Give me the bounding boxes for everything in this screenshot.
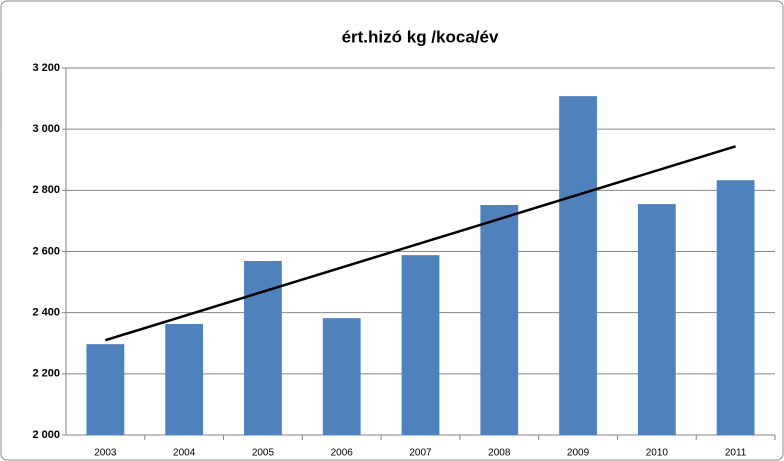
- bar: [401, 255, 440, 435]
- x-tick-label: 2008: [488, 448, 511, 459]
- y-tick-label: 2 600: [32, 245, 60, 257]
- y-tick-label: 2 800: [32, 184, 60, 196]
- bar: [86, 344, 125, 435]
- x-tick-label: 2011: [725, 448, 747, 459]
- x-tick-label: 2006: [331, 448, 354, 459]
- bar: [322, 318, 361, 435]
- bar: [480, 205, 519, 435]
- bar: [559, 96, 597, 436]
- bar: [244, 260, 282, 435]
- x-tick-label: 2009: [567, 448, 590, 459]
- x-tick-label: 2005: [252, 448, 275, 459]
- x-tick-label: 2010: [646, 448, 669, 459]
- y-tick-label: 2 200: [32, 368, 60, 380]
- chart-title: ért.hizó kg /koca/év: [342, 27, 499, 46]
- y-tick-label: 2 400: [32, 307, 60, 319]
- y-tick-label: 3 000: [32, 123, 60, 135]
- y-tick-label: 3 200: [32, 62, 60, 74]
- x-tick-label: 2003: [94, 448, 117, 459]
- trendline: [105, 145, 736, 342]
- x-tick-label: 2004: [173, 448, 196, 459]
- y-tick-label: 2 000: [32, 429, 60, 441]
- x-tick-label: 2007: [409, 448, 432, 459]
- bar: [716, 180, 755, 435]
- bar: [637, 204, 676, 435]
- bar: [165, 323, 204, 435]
